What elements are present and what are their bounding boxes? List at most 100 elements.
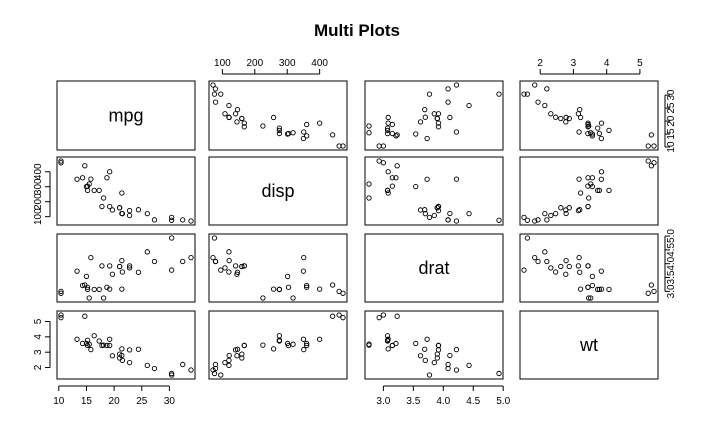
data-point-4 (119, 346, 125, 352)
data-point-18 (544, 217, 550, 223)
tick-label: 4.5 (466, 396, 480, 407)
tick-label: 100 (33, 208, 44, 225)
data-point-20 (532, 82, 538, 88)
tick-label: 5 (637, 58, 643, 69)
data-point-3 (431, 111, 437, 117)
data-point-31 (413, 131, 419, 137)
data-point-32 (447, 114, 453, 121)
diagonal-label-drat: drat (418, 258, 449, 278)
data-point-21 (226, 357, 232, 364)
data-point-29 (453, 176, 460, 182)
data-point-30 (109, 353, 116, 359)
data-point-7 (589, 175, 596, 181)
panel-frame (208, 156, 348, 226)
panel-disp-vs-wt (519, 156, 659, 226)
data-point-14 (276, 337, 283, 343)
data-point-19 (496, 91, 502, 97)
data-point-30 (417, 207, 424, 213)
data-point-17 (329, 313, 336, 319)
data-point-10 (585, 120, 591, 126)
data-point-30 (417, 353, 424, 359)
data-point-10 (107, 263, 113, 269)
data-point-12 (91, 187, 97, 194)
data-point-5 (304, 284, 310, 290)
data-point-9 (126, 207, 133, 214)
data-point-21 (422, 357, 428, 364)
data-point-22 (366, 130, 372, 136)
data-point-2 (434, 205, 440, 211)
data-point-12 (91, 333, 97, 339)
data-point-13 (276, 125, 283, 131)
tick-label: 20 (109, 396, 121, 407)
data-point-6 (100, 295, 107, 301)
data-point-15 (58, 315, 64, 321)
data-point-2 (116, 263, 123, 270)
data-point-8 (135, 207, 142, 213)
data-point-19 (524, 235, 531, 241)
data-point-21 (119, 269, 126, 275)
tick-label: 3 (571, 58, 577, 69)
data-point-27 (466, 362, 472, 369)
data-point-30 (109, 207, 116, 213)
data-point-15 (376, 315, 382, 321)
data-point-32 (447, 352, 453, 359)
data-point-3 (126, 212, 133, 219)
panel-frame (208, 310, 348, 380)
data-point-14 (596, 187, 602, 194)
data-point-26 (535, 217, 541, 223)
data-point-24 (424, 135, 430, 142)
data-point-18 (180, 361, 186, 368)
data-point-3 (222, 265, 228, 271)
tick-label: 3.5 (406, 396, 420, 407)
tick-label: 10 (53, 396, 65, 407)
data-point-9 (575, 207, 582, 214)
data-point-17 (329, 132, 336, 138)
data-point-7 (304, 133, 310, 139)
data-point-7 (79, 340, 86, 347)
data-point-15 (58, 158, 64, 164)
data-point-8 (234, 107, 241, 113)
data-point-16 (336, 143, 342, 149)
data-point-20 (188, 254, 194, 261)
data-point-7 (79, 282, 86, 289)
data-point-31 (413, 340, 419, 347)
data-point-13 (595, 187, 601, 194)
data-point-22 (86, 295, 92, 301)
data-point-12 (606, 286, 612, 293)
data-point-6 (100, 195, 107, 201)
data-point-31 (83, 340, 90, 347)
data-point-32 (226, 114, 232, 121)
data-point-3 (126, 359, 133, 366)
data-point-18 (445, 86, 451, 92)
data-point-4 (385, 346, 391, 352)
data-point-19 (211, 91, 218, 97)
tick-label: 3.0 (376, 396, 390, 407)
panel-drat-vs-drat: drat (364, 233, 504, 303)
data-point-19 (496, 370, 502, 377)
data-point-25 (316, 286, 323, 292)
data-point-8 (577, 269, 583, 275)
data-point-25 (316, 336, 323, 342)
data-point-7 (79, 175, 86, 181)
data-point-12 (606, 187, 612, 194)
data-point-20 (453, 367, 460, 373)
data-point-31 (589, 183, 596, 190)
data-point-11 (241, 263, 247, 269)
data-point-27 (144, 362, 150, 369)
data-point-32 (119, 210, 125, 217)
data-point-25 (107, 169, 113, 175)
data-point-32 (563, 114, 569, 121)
data-point-24 (300, 268, 307, 274)
data-point-3 (548, 111, 554, 117)
data-point-20 (210, 254, 216, 261)
panel-frame (208, 233, 348, 303)
data-point-28 (426, 214, 433, 221)
panel-frame (364, 156, 504, 226)
data-point-24 (74, 268, 80, 274)
data-point-15 (645, 290, 651, 296)
data-point-4 (577, 190, 584, 196)
data-point-12 (91, 286, 97, 293)
data-point-4 (577, 286, 584, 292)
data-point-4 (270, 346, 277, 352)
data-point-7 (393, 175, 399, 181)
